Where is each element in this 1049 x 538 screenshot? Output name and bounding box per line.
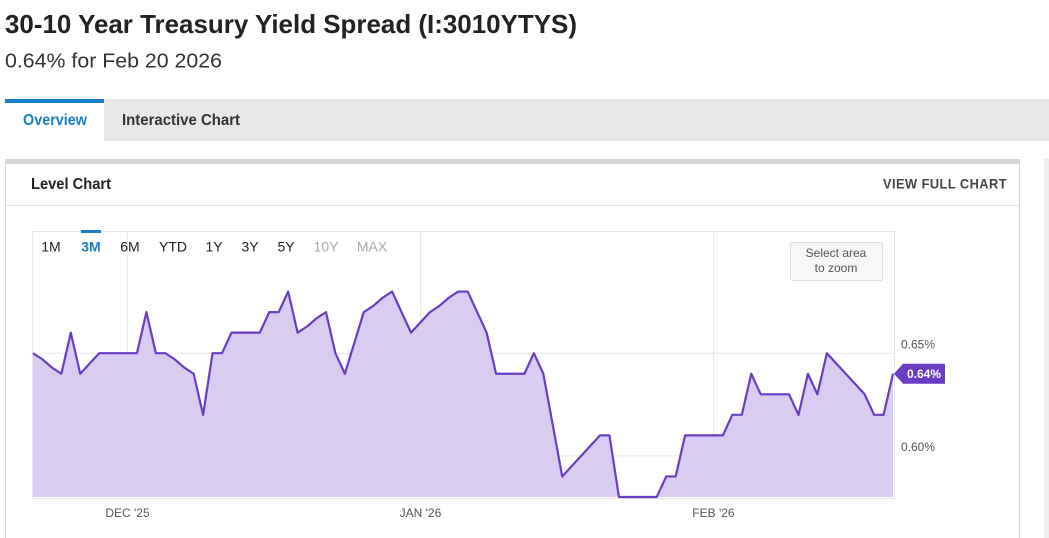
tab-indicator — [5, 99, 104, 103]
range-button[interactable]: 3Y — [241, 239, 259, 255]
x-tick-label: DEC '25 — [105, 506, 150, 520]
view-full-chart[interactable]: VIEW FULL CHART — [883, 176, 1007, 192]
side-strip — [1044, 159, 1049, 538]
last-value-label: 0.64% — [907, 367, 941, 381]
zoom-hint: to zoom — [815, 261, 858, 275]
last-value-tag — [894, 363, 945, 384]
page-subtitle: 0.64% for Feb 20 2026 — [5, 50, 222, 72]
tab[interactable]: Overview — [23, 112, 87, 129]
range-button[interactable]: 6M — [120, 239, 139, 255]
range-button[interactable]: 1Y — [205, 239, 223, 255]
panel-title: Level Chart — [31, 176, 112, 193]
range-button: 10Y — [314, 239, 340, 255]
range-button[interactable]: 5Y — [277, 239, 295, 255]
x-tick-label: FEB '26 — [692, 506, 735, 520]
range-indicator — [81, 230, 101, 233]
plot — [32, 232, 895, 499]
range-button[interactable]: 3M — [81, 239, 100, 255]
x-tick-label: JAN '26 — [400, 506, 442, 520]
tab-bar — [5, 99, 1049, 141]
range-button: MAX — [357, 239, 388, 255]
y-tick-label: 0.65% — [901, 337, 935, 351]
range-button[interactable]: YTD — [159, 239, 187, 255]
page-title: 30-10 Year Treasury Yield Spread (I:3010… — [5, 9, 577, 39]
y-tick-label: 0.60% — [901, 440, 935, 454]
line — [32, 290, 895, 499]
area — [33, 291, 893, 497]
panel-top-bar — [5, 159, 1020, 164]
tab-active[interactable] — [5, 99, 104, 141]
tab[interactable]: Interactive Chart — [122, 112, 241, 129]
zoom-hint-box — [790, 242, 883, 281]
range-button[interactable]: 1M — [41, 239, 60, 255]
zoom-hint: Select area — [806, 246, 867, 260]
